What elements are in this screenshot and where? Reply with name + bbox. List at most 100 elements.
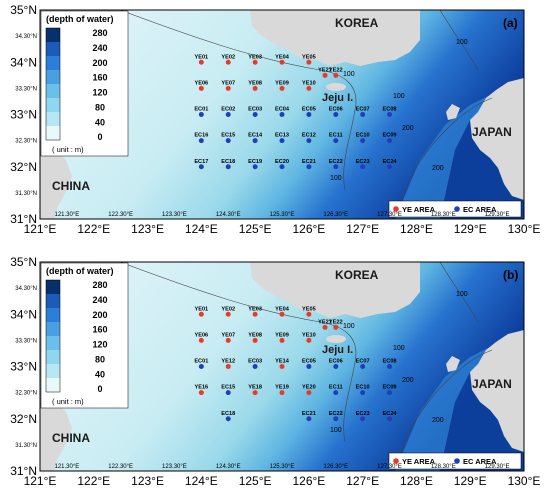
- lon-minor-tick: 121.30°E: [55, 464, 80, 470]
- colorbar-swatch: [46, 294, 60, 309]
- legend-ye-marker: [393, 458, 399, 464]
- colorbar-swatch: [46, 308, 60, 323]
- label-korea: KOREA: [335, 16, 379, 30]
- station-marker: [333, 324, 339, 330]
- lon-major-tick: 130°E: [508, 474, 541, 488]
- station-marker: [198, 337, 204, 343]
- station-label: YE22: [329, 67, 343, 73]
- label-jeju: Jeju I.: [322, 92, 353, 104]
- station-label: EC20: [275, 159, 289, 165]
- label-jeju: Jeju I.: [322, 344, 353, 356]
- colorbar-border: [45, 279, 61, 393]
- station-label: EC03: [248, 107, 262, 113]
- station-label: YE03: [248, 54, 262, 60]
- station-marker: [306, 311, 312, 317]
- lon-major-tick: 124°E: [185, 474, 218, 488]
- legend-ec-label: EC AREA: [463, 205, 497, 214]
- panel-a: KOREA JAPAN CHINA Jeju I. 100 100 100 20…: [10, 3, 540, 236]
- colorbar-swatch: [46, 322, 60, 337]
- station-label: YE21: [318, 319, 332, 325]
- station-marker: [225, 85, 231, 91]
- station-label: EC23: [356, 159, 370, 165]
- station-marker: [322, 324, 328, 330]
- lon-major-tick: 130°E: [508, 222, 541, 236]
- station-label: EC22: [329, 411, 343, 417]
- colorbar-title: (depth of water): [46, 266, 114, 276]
- legend-ye-label: YE AREA: [402, 205, 436, 214]
- station-marker: [198, 112, 204, 117]
- station-label: EC07: [356, 107, 370, 113]
- contour-label-100: 100: [456, 291, 468, 298]
- station-marker: [225, 112, 231, 117]
- lat-minor-tick: 34.30°N: [15, 34, 37, 40]
- station-label: YE10: [302, 80, 316, 86]
- colorbar-tick-label: 160: [92, 73, 107, 83]
- lat-major-tick: 34°N: [10, 55, 37, 69]
- lon-major-tick: 128°E: [400, 222, 433, 236]
- contour-label-100: 100: [330, 175, 342, 182]
- station-marker: [306, 85, 312, 91]
- station-marker: [225, 59, 231, 65]
- station-label: EC01: [194, 107, 208, 113]
- station-label: EC01: [194, 359, 208, 365]
- station-marker: [333, 138, 339, 144]
- colorbar-swatches: [45, 279, 61, 393]
- colorbar-swatch: [46, 70, 60, 85]
- station-label: YE16: [194, 385, 208, 391]
- station-label: YE02: [221, 54, 235, 60]
- lon-minor-tick: 128.30°E: [431, 464, 456, 470]
- contour-label-200: 200: [402, 125, 414, 132]
- lon-minor-tick: 121.30°E: [55, 212, 80, 218]
- colorbar-tick-label: 120: [92, 88, 107, 98]
- station-label: YE05: [302, 54, 316, 60]
- colorbar-swatch: [46, 56, 60, 71]
- colorbar-tick-label: 40: [95, 117, 105, 127]
- station-marker: [360, 390, 366, 396]
- station-label: EC08: [383, 107, 397, 113]
- lon-major-tick: 127°E: [346, 474, 379, 488]
- colorbar-tick-label: 80: [95, 354, 105, 364]
- lat-major-tick: 35°N: [10, 255, 37, 269]
- lon-minor-tick: 124.30°E: [216, 212, 241, 218]
- lon-major-tick: 129°E: [454, 474, 487, 488]
- station-marker: [322, 72, 328, 78]
- station-label: EC24: [383, 159, 398, 165]
- colorbar-border: [45, 27, 61, 141]
- station-label: EC22: [329, 159, 343, 165]
- station-label: YE22: [329, 319, 343, 325]
- lon-major-tick: 121°E: [24, 222, 57, 236]
- station-marker: [252, 85, 258, 91]
- lat-major-tick: 33°N: [10, 108, 37, 122]
- lon-minor-tick: 122.30°E: [108, 212, 133, 218]
- lon-minor-tick: 122.30°E: [108, 464, 133, 470]
- lat-major-tick: 32°N: [10, 160, 37, 174]
- colorbar-tick-label: 240: [92, 43, 107, 53]
- station-label: EC17: [194, 159, 208, 165]
- station-label: EC06: [329, 359, 343, 365]
- station-label: EC07: [356, 359, 370, 365]
- lon-minor-tick: 124.30°E: [216, 464, 241, 470]
- station-marker: [279, 138, 285, 144]
- contour-label-100: 100: [330, 427, 342, 434]
- station-label: YE10: [302, 332, 316, 338]
- station-label: YE08: [248, 80, 262, 86]
- station-label: YE06: [194, 332, 208, 338]
- station-label: YE21: [318, 67, 332, 73]
- station-label: YE01: [194, 54, 208, 60]
- station-marker: [306, 337, 312, 343]
- station-label: EC21: [302, 159, 316, 165]
- station-label: EC02: [221, 107, 235, 113]
- area-legend: YE AREA EC AREA: [388, 452, 522, 470]
- station-marker: [198, 85, 204, 91]
- station-label: YE04: [275, 54, 290, 60]
- colorbar-title: (depth of water): [46, 14, 114, 24]
- station-marker: [306, 59, 312, 65]
- station-label: YE06: [194, 80, 208, 86]
- station-marker: [333, 364, 339, 369]
- panel-tag: (b): [503, 268, 518, 282]
- station-label: YE02: [221, 306, 235, 312]
- station-label: EC09: [383, 133, 397, 139]
- lon-major-tick: 128°E: [400, 474, 433, 488]
